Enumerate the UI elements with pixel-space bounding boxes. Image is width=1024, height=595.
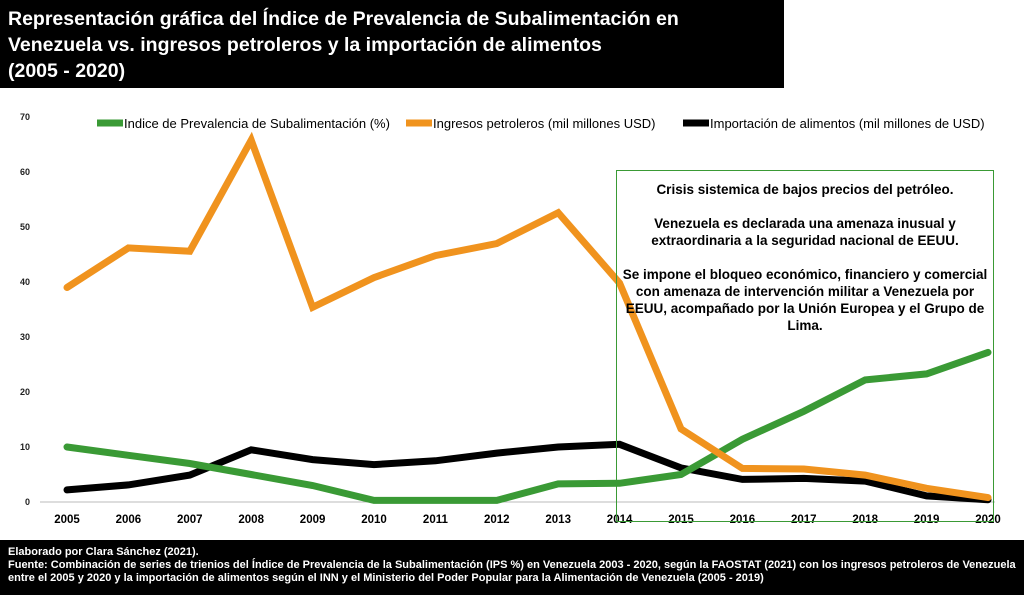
x-tick-label: 2008: [238, 514, 264, 526]
legend-label: Indice de Prevalencia de Subalimentación…: [124, 116, 390, 131]
x-tick-label: 2005: [54, 514, 80, 526]
footer-source: Fuente: Combinación de series de trienio…: [8, 559, 1016, 584]
annotation-box: Crisis sistemica de bajos precios del pe…: [616, 170, 994, 522]
x-tick-label: 2013: [545, 514, 571, 526]
chart-legend: Indice de Prevalencia de Subalimentación…: [97, 116, 985, 131]
x-tick-label: 2015: [668, 514, 694, 526]
series-line-1: [63, 131, 992, 502]
y-tick-label: 70: [20, 112, 30, 122]
footer: Elaborado por Clara Sánchez (2021). Fuen…: [0, 540, 1024, 595]
legend-label: Importación de alimentos (mil millones d…: [710, 116, 985, 131]
chart-axes: 0 10 20 30 40 50 60 70 2005 2006 2007 2008 2009 2010 2…: [20, 112, 1001, 526]
chart-series: [63, 131, 992, 504]
x-tick-label: 2009: [300, 514, 326, 526]
x-tick-label: 2016: [730, 514, 756, 526]
annotation-line-2: Venezuela es declarada una amenaza inusu…: [651, 216, 959, 248]
title-line-1: Representación gráfica del Índice de Pre…: [8, 8, 679, 30]
x-tick-label: 2020: [975, 514, 1001, 526]
line-chart: 0 10 20 30 40 50 60 70 2005 2006 2007 2008 2009 2010 2…: [20, 112, 1001, 526]
y-tick-label: 60: [20, 167, 30, 177]
x-tick-label: 2012: [484, 514, 510, 526]
x-tick-label: 2006: [116, 514, 142, 526]
x-tick-label: 2011: [423, 514, 449, 526]
x-tick-label: 2017: [791, 514, 817, 526]
x-tick-label: 2018: [852, 514, 878, 526]
x-tick-label: 2010: [361, 514, 387, 526]
y-tick-label: 40: [20, 277, 30, 287]
legend-label: Ingresos petroleros (mil millones USD): [433, 116, 656, 131]
y-tick-label: 20: [20, 387, 30, 397]
x-tick-label: 2014: [607, 514, 633, 526]
title-line-2: Venezuela vs. ingresos petroleros y la i…: [8, 34, 602, 56]
y-tick-label: 30: [20, 332, 30, 342]
x-tick-label: 2019: [914, 514, 940, 526]
series-line-0: [63, 348, 992, 504]
footer-credit: Elaborado por Clara Sánchez (2021).: [8, 546, 199, 558]
y-tick-label: 10: [20, 442, 30, 452]
y-tick-label: 0: [25, 497, 30, 507]
chart-title: Representación gráfica del Índice de Pre…: [0, 0, 784, 88]
y-tick-label: 50: [20, 222, 30, 232]
series-line-2: [63, 440, 992, 504]
annotation-line-1: Crisis sistemica de bajos precios del pe…: [656, 182, 954, 197]
x-tick-label: 2007: [177, 514, 203, 526]
title-line-3: (2005 - 2020): [8, 60, 126, 82]
annotation-line-3: Se impone el bloqueo económico, financie…: [622, 267, 988, 333]
